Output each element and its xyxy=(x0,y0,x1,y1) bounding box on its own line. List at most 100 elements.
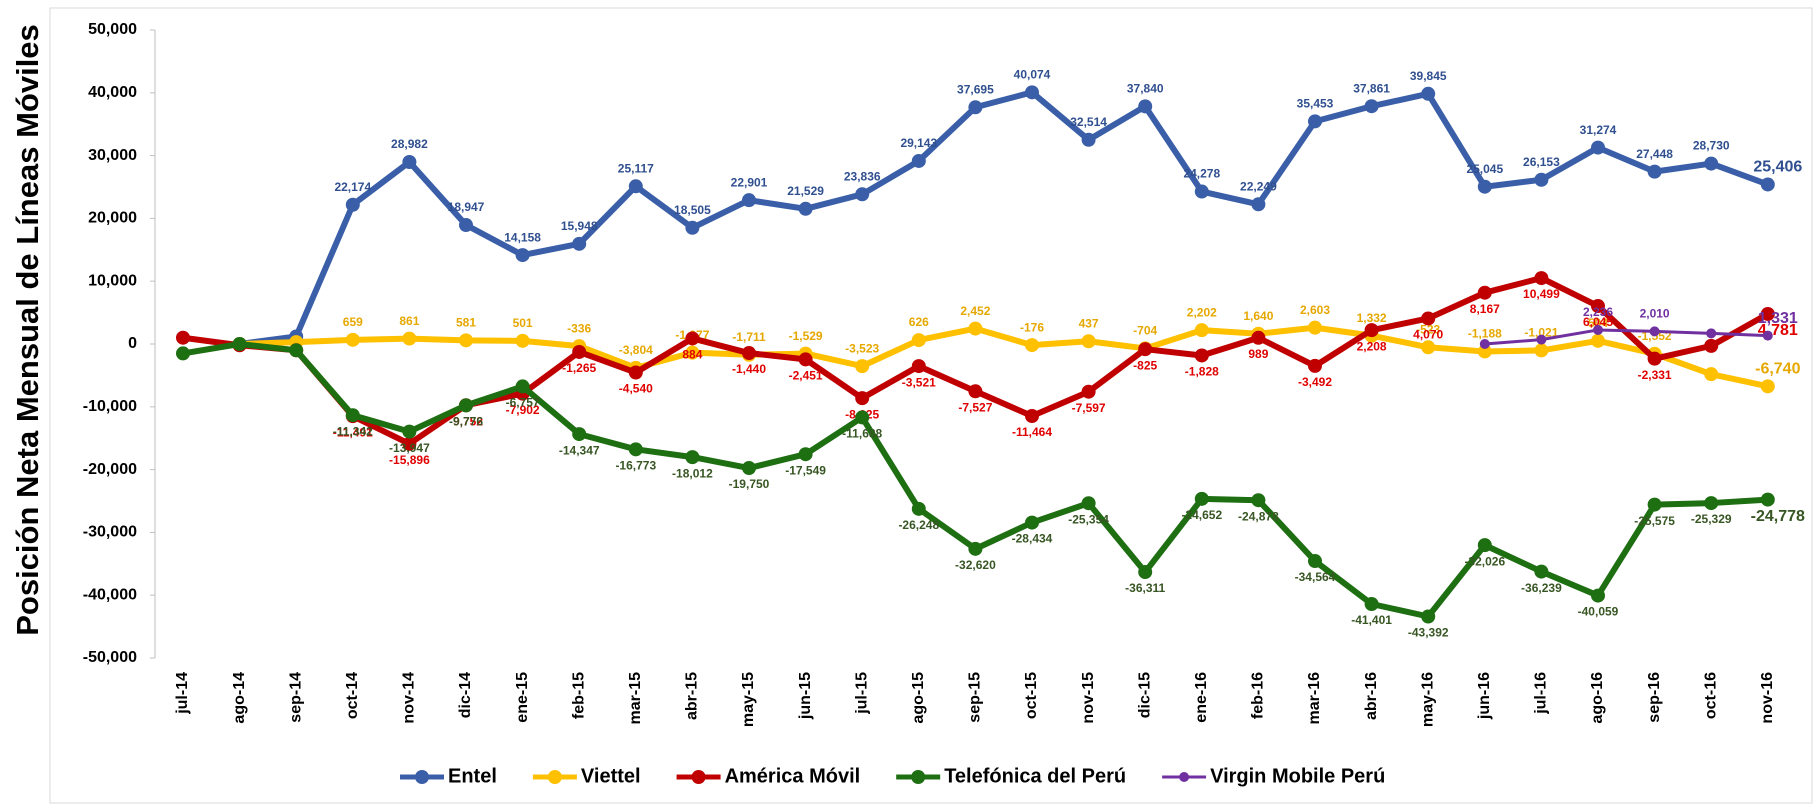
y-tick-label: 50,000 xyxy=(88,21,137,38)
data-point xyxy=(798,201,813,216)
data-point xyxy=(232,337,247,351)
data-label: 22,249 xyxy=(1240,179,1277,193)
data-point xyxy=(968,384,983,399)
data-point xyxy=(515,333,530,348)
data-label: -18,012 xyxy=(672,466,713,480)
x-tick-label: oct-15 xyxy=(1023,672,1040,719)
data-point xyxy=(1591,299,1605,314)
data-point xyxy=(402,331,417,346)
data-point xyxy=(1194,323,1209,338)
data-point xyxy=(855,410,870,425)
x-tick-label: sep-16 xyxy=(1646,672,1663,723)
y-tick-label: -20,000 xyxy=(83,461,137,478)
data-label: -3,492 xyxy=(1298,375,1332,389)
data-point xyxy=(855,359,870,374)
data-label: 40,074 xyxy=(1014,68,1051,82)
data-point xyxy=(1534,172,1549,187)
data-point xyxy=(1308,554,1322,569)
x-tick-label: jul-14 xyxy=(174,672,191,715)
data-label: 39,845 xyxy=(1410,69,1447,83)
data-point xyxy=(459,218,473,233)
data-label: -32,026 xyxy=(1464,554,1505,568)
data-point xyxy=(1025,85,1039,100)
x-tick-label: oct-16 xyxy=(1702,672,1719,719)
data-label: 18,947 xyxy=(448,200,485,214)
y-tick-label: 40,000 xyxy=(88,84,137,101)
data-label: -1,265 xyxy=(562,361,596,375)
data-label: -4,540 xyxy=(619,382,653,396)
data-point xyxy=(1591,588,1605,603)
data-point xyxy=(798,447,813,462)
data-point xyxy=(402,154,417,169)
data-point xyxy=(1138,565,1153,580)
data-label: -7,527 xyxy=(958,400,992,414)
data-point xyxy=(911,359,926,374)
data-label: 659 xyxy=(343,315,363,329)
x-tick-label: feb-15 xyxy=(570,672,587,719)
data-label: -176 xyxy=(1020,320,1044,334)
data-label: -1,828 xyxy=(1185,365,1219,379)
x-tick-label: nov-15 xyxy=(1080,672,1097,724)
y-tick-label: -30,000 xyxy=(83,524,137,541)
legend-marker xyxy=(415,770,429,784)
data-label: 437 xyxy=(1079,316,1099,330)
data-point xyxy=(1081,384,1096,399)
data-label: -26,248 xyxy=(898,518,939,532)
y-axis-title: Posición Neta Mensual de Líneas Móviles xyxy=(10,24,45,636)
legend-label: Viettel xyxy=(581,765,641,787)
data-label: 989 xyxy=(1248,347,1268,361)
data-label: -25,354 xyxy=(1068,512,1109,526)
x-tick-label: ene-15 xyxy=(514,672,531,723)
data-label: 2,236 xyxy=(1583,305,1613,319)
data-point xyxy=(176,330,190,345)
data-point xyxy=(1081,132,1096,147)
data-point xyxy=(628,179,643,194)
data-label: -7,597 xyxy=(1072,401,1106,415)
data-label: 37,861 xyxy=(1353,81,1390,95)
data-point xyxy=(855,391,870,406)
data-label: -11,491 xyxy=(333,425,373,439)
data-point xyxy=(1421,311,1436,326)
data-point xyxy=(1647,351,1662,366)
data-point xyxy=(685,450,700,465)
data-point xyxy=(968,541,983,556)
data-point xyxy=(911,333,926,348)
data-label: -3,521 xyxy=(902,375,936,389)
data-point xyxy=(1138,99,1153,114)
x-tick-label: may-16 xyxy=(1419,672,1436,727)
x-tick-label: jun-15 xyxy=(797,672,814,720)
data-label: -17,549 xyxy=(785,463,826,477)
data-label: -28,434 xyxy=(1012,532,1053,546)
data-label: -32,620 xyxy=(955,558,996,572)
data-point xyxy=(459,333,473,348)
data-point xyxy=(1194,184,1209,199)
x-tick-label: ene-16 xyxy=(1193,672,1210,723)
data-point xyxy=(459,398,473,413)
y-tick-label: -40,000 xyxy=(83,586,137,603)
data-point xyxy=(1421,340,1436,355)
legend-marker xyxy=(691,770,706,784)
series-line xyxy=(239,324,1769,390)
data-label: 2,603 xyxy=(1300,303,1330,317)
data-label: 18,505 xyxy=(674,203,711,217)
data-point xyxy=(911,153,926,168)
y-tick-label: 0 xyxy=(128,335,137,352)
data-point xyxy=(1421,86,1436,101)
data-point xyxy=(1534,271,1549,286)
data-label: 28,730 xyxy=(1693,139,1730,153)
data-point xyxy=(1364,596,1379,611)
data-point xyxy=(1025,338,1039,353)
data-point xyxy=(1081,334,1096,349)
x-tick-label: dic-14 xyxy=(457,672,474,718)
data-label: 501 xyxy=(513,316,533,330)
data-label: 1,332 xyxy=(1357,311,1387,325)
y-tick-label: -50,000 xyxy=(83,649,137,666)
x-tick-label: feb-16 xyxy=(1250,672,1267,719)
data-point xyxy=(968,321,983,336)
data-label: -19,750 xyxy=(729,477,770,491)
data-label: 861 xyxy=(399,314,419,328)
data-label: 35,453 xyxy=(1297,97,1334,111)
data-point xyxy=(1647,164,1662,179)
data-label: 24,278 xyxy=(1183,167,1220,181)
x-tick-label: mar-15 xyxy=(627,672,644,725)
